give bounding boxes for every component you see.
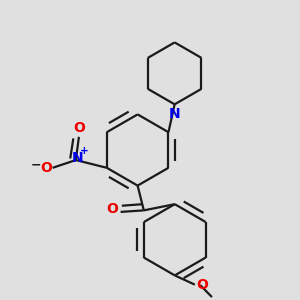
Text: O: O	[73, 121, 85, 135]
Text: N: N	[169, 107, 181, 121]
Text: +: +	[80, 146, 89, 156]
Text: O: O	[106, 202, 118, 216]
Text: O: O	[196, 278, 208, 292]
Text: −: −	[30, 159, 41, 172]
Text: O: O	[40, 161, 52, 175]
Text: N: N	[72, 151, 83, 165]
